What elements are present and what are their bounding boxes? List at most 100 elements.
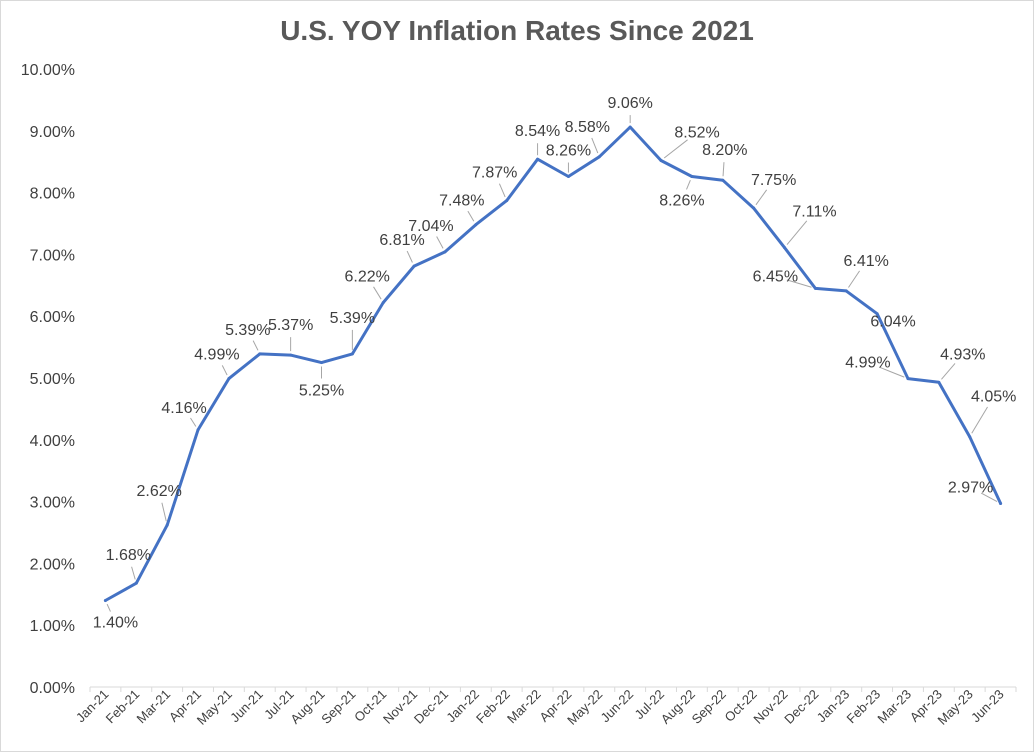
x-tick-label: Jun-21 <box>227 687 266 726</box>
y-tick-label: 7.00% <box>30 247 75 264</box>
data-label: 6.81% <box>379 232 424 249</box>
data-label: 8.58% <box>565 119 610 136</box>
data-point <box>875 312 879 316</box>
data-point <box>566 175 570 179</box>
y-tick-label: 0.00% <box>30 680 75 697</box>
data-label-leader <box>971 406 988 434</box>
data-label: 4.16% <box>161 400 206 417</box>
x-tick-label: May-22 <box>564 687 605 728</box>
data-label: 6.04% <box>870 314 915 331</box>
data-label-leader <box>373 286 382 300</box>
data-point <box>659 158 663 162</box>
data-point <box>134 581 138 585</box>
data-point <box>412 264 416 268</box>
data-label-leader <box>406 250 413 263</box>
y-tick-label: 1.00% <box>30 618 75 635</box>
data-label: 7.87% <box>472 165 517 182</box>
data-point <box>752 206 756 210</box>
y-tick-label: 3.00% <box>30 495 75 512</box>
data-label: 4.05% <box>971 389 1016 406</box>
x-tick-label: Feb-22 <box>473 687 513 727</box>
data-label: 1.40% <box>93 614 138 631</box>
data-label: 2.62% <box>136 483 181 500</box>
data-label: 7.11% <box>792 204 836 221</box>
data-label-leader <box>878 366 905 378</box>
y-tick-label: 9.00% <box>30 124 75 141</box>
y-tick-label: 8.00% <box>30 186 75 203</box>
data-label: 6.22% <box>345 269 390 286</box>
data-label-leader <box>221 365 228 376</box>
data-label: 4.99% <box>845 355 890 372</box>
data-label-leader <box>941 363 956 380</box>
data-label: 8.26% <box>659 193 704 210</box>
data-label-leader <box>498 183 506 198</box>
y-tick-label: 2.00% <box>30 556 75 573</box>
data-label-leader <box>131 566 136 580</box>
data-label-leader <box>722 162 725 177</box>
data-label-leader <box>980 492 998 503</box>
data-point <box>937 380 941 384</box>
data-point <box>813 286 817 290</box>
data-point <box>505 199 509 203</box>
x-tick-label: May-23 <box>935 687 976 728</box>
data-point <box>690 175 694 179</box>
x-tick-label: Jun-22 <box>598 687 637 726</box>
data-label: 2.97% <box>948 479 993 496</box>
data-label-leader <box>591 137 599 154</box>
data-point <box>721 178 725 182</box>
data-label-leader <box>190 417 197 427</box>
x-tick-label: Feb-21 <box>103 687 143 727</box>
data-point <box>196 428 200 432</box>
x-tick-label: Sep-21 <box>318 687 358 727</box>
data-point <box>165 523 169 527</box>
chart-title: U.S. YOY Inflation Rates Since 2021 <box>280 15 754 46</box>
data-label-leader <box>848 270 860 288</box>
data-label-leader <box>663 139 688 159</box>
data-point <box>783 246 786 250</box>
data-label: 6.41% <box>844 253 889 270</box>
data-point <box>536 157 540 161</box>
data-label: 5.39% <box>225 322 270 339</box>
y-tick-label: 10.00% <box>21 62 75 79</box>
data-label: 7.48% <box>439 193 484 210</box>
y-tick-label: 6.00% <box>30 309 75 326</box>
data-point <box>289 353 293 357</box>
data-label-leader <box>467 210 475 222</box>
data-point <box>381 301 385 305</box>
data-point <box>968 435 972 439</box>
data-label: 4.99% <box>194 347 239 364</box>
data-point <box>103 598 107 602</box>
y-tick-label: 5.00% <box>30 371 75 388</box>
data-point <box>474 223 478 227</box>
data-point <box>320 361 323 365</box>
data-point <box>906 377 910 381</box>
data-label-leader <box>786 279 812 288</box>
y-tick-label: 4.00% <box>30 433 75 450</box>
data-label-leader <box>786 220 808 245</box>
data-label: 5.25% <box>299 383 344 400</box>
data-point <box>350 352 354 356</box>
data-label: 7.04% <box>408 218 453 235</box>
x-tick-label: Dec-21 <box>411 687 451 727</box>
x-tick-label: Jun-23 <box>968 687 1007 726</box>
data-point <box>999 501 1003 505</box>
x-tick-label: Feb-23 <box>843 687 883 727</box>
data-label: 1.68% <box>106 547 151 564</box>
data-point <box>443 250 447 254</box>
x-tick-label: Sep-22 <box>689 687 729 727</box>
data-label-leader <box>436 236 444 249</box>
data-point <box>844 289 848 293</box>
data-label-leader <box>755 189 768 206</box>
data-point <box>628 125 632 129</box>
x-tick-label: Mar-23 <box>874 687 914 727</box>
data-label: 8.20% <box>702 142 747 159</box>
data-label-leader <box>686 180 691 190</box>
data-label: 8.52% <box>674 124 719 141</box>
data-label: 5.39% <box>330 310 375 327</box>
x-tick-label: Dec-22 <box>781 687 821 727</box>
x-tick-label: Mar-22 <box>504 687 544 727</box>
series-line <box>103 125 1003 602</box>
data-label: 8.54% <box>515 123 560 140</box>
